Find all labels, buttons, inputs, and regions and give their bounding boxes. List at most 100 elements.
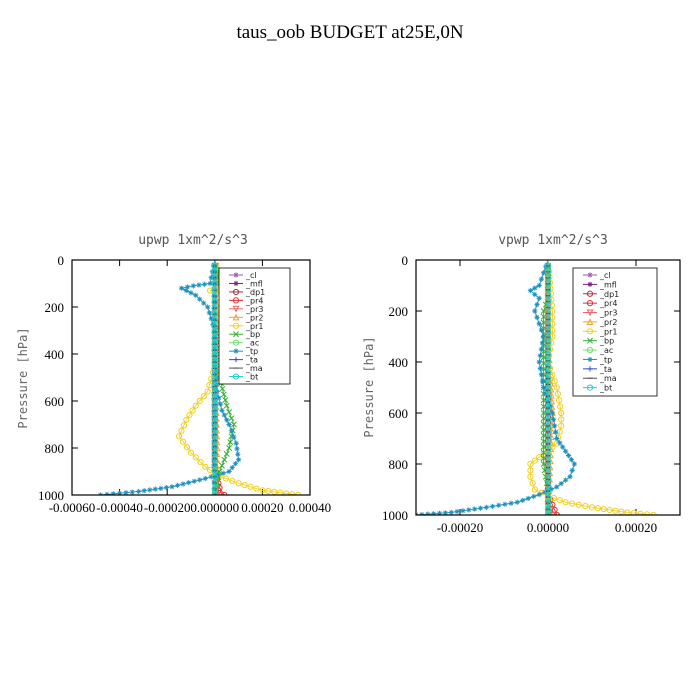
upwp-legend-dp1-label: _dp1 (245, 288, 265, 297)
vpwp-series-bt-point (544, 280, 552, 287)
vpwp-series-bt-point (544, 351, 552, 358)
vpwp-series-tp-point (538, 276, 544, 282)
upwp-y-axis-label: Pressure [hPa] (16, 327, 30, 428)
upwp-legend-ac-label: _ac (245, 339, 259, 348)
vpwp-series-tp-point (537, 353, 543, 359)
vpwp-x-tick-label: 0.00000 (527, 520, 569, 535)
upwp-series-tp-point (226, 468, 232, 475)
upwp-series-tp-point (196, 282, 202, 288)
upwp-series-tp-point (207, 280, 213, 287)
vpwp-legend-tp-swatch-marker (587, 356, 593, 363)
vpwp-series-tp-point (569, 467, 575, 473)
upwp-y-tick-label: 0 (58, 253, 65, 268)
vpwp-legend-pr4-swatch-marker (586, 300, 594, 307)
vpwp-series-bt-point (544, 399, 552, 406)
upwp-series-tp-point (197, 296, 203, 302)
vpwp-series-tp-point (541, 333, 547, 340)
vpwp-series-tp-point (563, 448, 569, 454)
upwp-series-bt-point (211, 329, 218, 336)
vpwp-y-tick-label: 200 (389, 304, 409, 319)
vpwp-series-tp-point (477, 505, 484, 511)
upwp-series-bt-point (211, 293, 218, 300)
upwp-legend-ta-swatch-marker (233, 357, 239, 363)
upwp-series-pr3-point (216, 491, 223, 495)
vpwp-legend-ta-label: _ta (599, 365, 612, 374)
upwp-series-bp-point (223, 450, 230, 457)
upwp-series-pr1-point (289, 491, 296, 495)
upwp-series-bt-point (211, 323, 218, 330)
vpwp-series-tp-point (496, 502, 502, 508)
vpwp-series-bt-point (544, 411, 552, 418)
upwp-series-tp-point (123, 490, 129, 495)
upwp-legend-pr1-label: _pr1 (245, 322, 263, 331)
vpwp-series-tp-point (534, 314, 540, 320)
upwp-series-tp-point (152, 486, 158, 492)
upwp-series-tp-point (183, 287, 189, 294)
vpwp-series-bt-point (544, 405, 552, 412)
vpwp-y-tick-label: 800 (389, 457, 409, 472)
upwp-legend-mfl-swatch-marker (233, 280, 239, 287)
upwp-series-bt-point (211, 401, 218, 408)
upwp-series-tp-point (224, 417, 230, 423)
vpwp-series-tp-point (514, 499, 520, 505)
upwp-series-bt-point (211, 419, 218, 426)
vpwp-series-pr1-point (550, 494, 557, 502)
vpwp-series-bt-point (544, 464, 552, 471)
vpwp-legend-pr3-label: _pr3 (599, 309, 617, 318)
vpwp-series-tp-point (466, 507, 472, 513)
vpwp-series-tp-point (554, 484, 560, 490)
upwp-series-bt-point (211, 473, 218, 481)
upwp-series-pr1-point (283, 490, 290, 495)
vpwp-series-pr1-point (527, 473, 534, 480)
upwp-series-tp-point (190, 283, 196, 289)
vpwp-series-bt-point (544, 268, 552, 275)
upwp-series-bt-point (211, 305, 218, 312)
upwp-series-bt-point (211, 317, 218, 324)
upwp-series-bt-point (211, 479, 218, 487)
vpwp-series-pr2-point (547, 385, 555, 393)
vpwp-y-axis-label: Pressure [hPa] (362, 336, 376, 437)
upwp-series-bp-point (218, 462, 225, 469)
upwp-series-bt-point (211, 365, 218, 372)
upwp-series-bt-point (211, 311, 218, 318)
upwp-legend-ma-label: _ma (245, 364, 263, 373)
vpwp-series-pr1-point (650, 511, 657, 515)
upwp-legend-pr4-swatch-marker (232, 297, 240, 304)
vpwp-series-bt-point (544, 357, 552, 364)
vpwp-legend-pr1-swatch-marker (586, 328, 594, 335)
upwp-series-bt-point (211, 449, 218, 456)
upwp-legend-pr1-swatch-marker (232, 322, 240, 329)
vpwp-series-pr1-point (531, 486, 538, 493)
upwp-x-tick-label: -0.00060 (49, 500, 96, 515)
upwp-series-bt-point (211, 359, 218, 366)
vpwp-series-tp-point (543, 391, 549, 397)
upwp-series-tp-point (206, 310, 213, 316)
vpwp-series-tp-point (508, 500, 514, 506)
vpwp-legend-ac-swatch-marker (586, 346, 594, 354)
vpwp-series-tp-point (536, 321, 542, 327)
upwp-series-tp-point (180, 481, 186, 487)
upwp-series-tp-point (117, 490, 123, 495)
vpwp-series-bt-point (544, 328, 552, 335)
vpwp-series-bt-point (544, 482, 552, 489)
vpwp-series-pr1-point (558, 416, 565, 423)
upwp-x-tick-label: 0.000000 (190, 500, 239, 515)
vpwp-series-pr1-point (606, 506, 613, 513)
upwp-series-tp-point (201, 300, 207, 306)
vpwp-series-tp-point (536, 492, 542, 498)
upwp-y-tick-label: 800 (45, 441, 65, 456)
vpwp-series-tp-point (483, 504, 489, 510)
vpwp-legend-bt-swatch-marker (586, 384, 594, 391)
vpwp-series-bt-point (544, 274, 552, 281)
vpwp-series-bt-point (544, 310, 552, 317)
vpwp-series-tp-point (520, 497, 526, 503)
upwp-series-bt-point (211, 443, 218, 450)
upwp-series-tp-point (208, 316, 214, 322)
upwp-x-tick-label: 0.00040 (289, 500, 331, 515)
upwp-series-tp-point (205, 304, 211, 310)
upwp-series-tp-point (184, 284, 191, 290)
upwp-series-bt-point (211, 425, 218, 432)
vpwp-series-tp-point (552, 423, 558, 429)
vpwp-series-bt-point (544, 387, 552, 394)
upwp-legend-tp-label: _tp (245, 347, 258, 356)
